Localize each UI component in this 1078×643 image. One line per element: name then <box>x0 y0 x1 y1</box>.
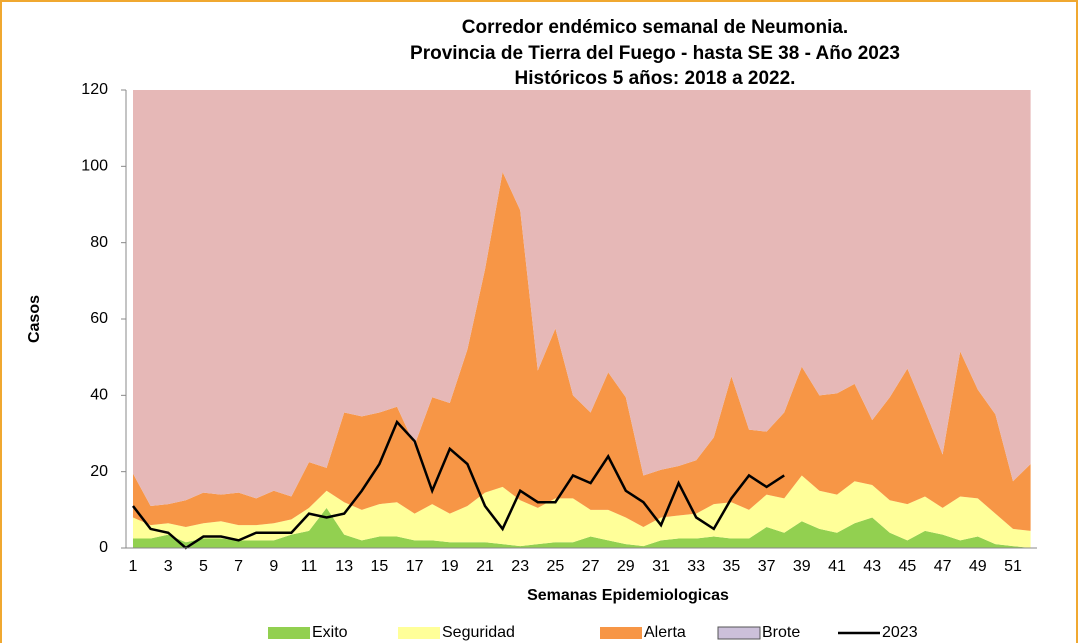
legend-swatch <box>398 627 440 639</box>
area-3 <box>133 90 1031 507</box>
x-tick-label: 15 <box>371 558 389 575</box>
line-2023 <box>132 419 785 550</box>
x-tick-label: 13 <box>335 558 353 575</box>
legend-label: 2023 <box>882 624 918 641</box>
y-tick-label: 20 <box>90 463 108 480</box>
chart-title: Históricos 5 años: 2018 a 2022. <box>515 68 796 89</box>
x-tick-label: 11 <box>301 558 318 575</box>
x-tick-label: 37 <box>758 558 776 575</box>
x-tick-label: 21 <box>476 558 494 575</box>
x-tick-label: 35 <box>723 558 741 575</box>
x-tick-label: 5 <box>199 558 208 575</box>
area-2 <box>133 172 1031 531</box>
y-tick-label: 120 <box>81 81 108 98</box>
chart-title: Corredor endémico semanal de Neumonia. <box>462 17 848 38</box>
area-1 <box>133 475 1031 548</box>
legend-swatch <box>717 626 761 640</box>
x-tick-label: 49 <box>969 558 987 575</box>
x-tick-label: 23 <box>511 558 529 575</box>
y-axis-label: Casos <box>26 295 43 343</box>
y-tick-label: 0 <box>99 539 108 556</box>
x-tick-label: 27 <box>582 558 600 575</box>
x-tick-label: 31 <box>652 558 670 575</box>
x-tick-label: 47 <box>934 558 952 575</box>
legend-swatch <box>600 627 642 639</box>
x-tick-label: 25 <box>547 558 565 575</box>
chart-title: Provincia de Tierra del Fuego - hasta SE… <box>410 43 900 64</box>
legend-swatch <box>268 627 310 639</box>
y-tick-label: 80 <box>90 234 108 251</box>
x-tick-label: 41 <box>828 558 846 575</box>
area-0 <box>133 507 1031 548</box>
y-tick-label: 100 <box>81 158 108 175</box>
x-tick-label: 3 <box>164 558 173 575</box>
y-tick-label: 40 <box>90 387 108 404</box>
x-tick-label: 9 <box>269 558 278 575</box>
x-tick-label: 29 <box>617 558 635 575</box>
x-tick-label: 39 <box>793 558 811 575</box>
legend-label: Exito <box>312 624 348 641</box>
legend-label: Alerta <box>644 624 686 641</box>
x-tick-label: 19 <box>441 558 459 575</box>
x-tick-label: 43 <box>863 558 881 575</box>
x-tick-label: 17 <box>406 558 424 575</box>
x-tick-label: 1 <box>129 558 138 575</box>
x-axis-label: Semanas Epidemiologicas <box>527 587 729 604</box>
x-tick-label: 45 <box>899 558 917 575</box>
x-tick-label: 7 <box>234 558 243 575</box>
legend-label: Seguridad <box>442 624 515 641</box>
y-tick-label: 60 <box>90 310 108 327</box>
x-tick-label: 51 <box>1004 558 1022 575</box>
x-tick-label: 33 <box>687 558 705 575</box>
legend-label: Brote <box>762 624 800 641</box>
